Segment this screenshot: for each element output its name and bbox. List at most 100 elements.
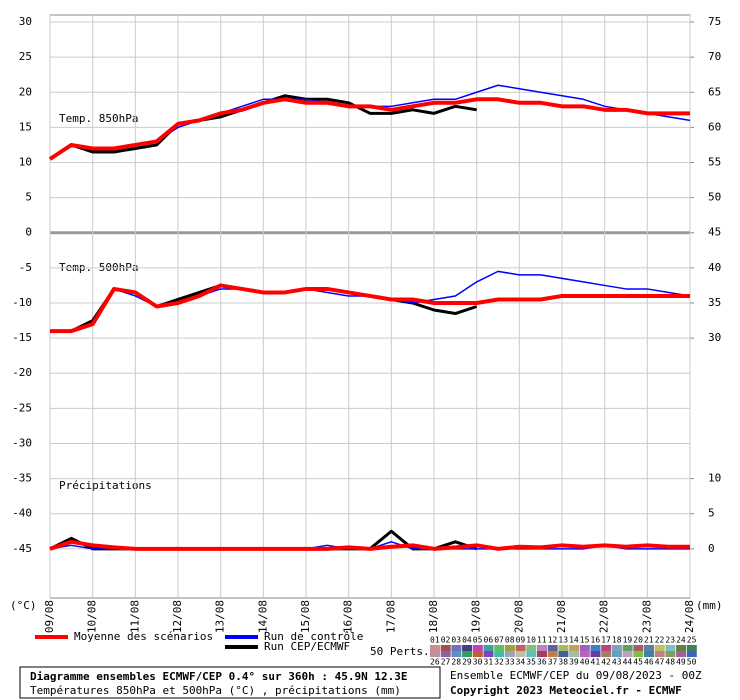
perturbation-swatch <box>611 651 622 657</box>
perturbation-swatch <box>686 651 697 657</box>
perturbation-label: 33 <box>505 658 515 667</box>
perturbation-swatch <box>483 645 494 651</box>
perturbation-label: 35 <box>526 658 536 667</box>
perturbation-label: 16 <box>591 636 601 645</box>
x-tick-label: 09/08 <box>43 600 56 633</box>
panel-label: Précipitations <box>59 479 152 492</box>
perturbation-swatch <box>462 645 473 651</box>
y-tick-label: -40 <box>12 507 32 520</box>
y2-tick-label: 35 <box>708 296 721 309</box>
x-tick-label: 16/08 <box>342 600 355 633</box>
perturbation-swatch <box>547 651 558 657</box>
legend-label: Moyenne des scénarios <box>74 630 213 643</box>
y2-tick-label: 5 <box>708 507 715 520</box>
subtitle: Températures 850hPa et 500hPa (°C) , pré… <box>30 684 401 697</box>
perturbation-label: 01 <box>430 636 440 645</box>
perturbation-swatch <box>472 645 483 651</box>
perturbation-swatch <box>451 651 462 657</box>
perturbation-label: 04 <box>462 636 472 645</box>
perturbation-swatch <box>440 651 451 657</box>
perturbation-label: 42 <box>601 658 611 667</box>
perturbation-swatch <box>644 651 654 657</box>
perturbation-swatch <box>472 651 483 657</box>
perturbation-swatch <box>537 645 547 651</box>
perturbation-label: 21 <box>644 636 654 645</box>
perturbation-label: 29 <box>462 658 472 667</box>
copyright: Copyright 2023 Meteociel.fr - ECMWF <box>450 684 682 697</box>
y-tick-label: -35 <box>12 472 32 485</box>
perturbation-label: 22 <box>655 636 665 645</box>
perturbation-swatch <box>686 645 697 651</box>
perturbation-label: 09 <box>516 636 526 645</box>
x-tick-label: 14/08 <box>256 600 269 633</box>
series-line <box>50 283 690 334</box>
y2-tick-label: 30 <box>708 331 721 344</box>
perturbation-swatch <box>622 651 633 657</box>
perturbation-swatch <box>526 651 537 657</box>
legend-label: Run CEP/ECMWF <box>264 640 350 653</box>
perturbation-swatch <box>665 651 676 657</box>
y2-tick-label: 45 <box>708 226 721 239</box>
perturbation-label: 28 <box>451 658 461 667</box>
perturbation-swatch <box>515 645 526 651</box>
y-tick-label: -30 <box>12 436 32 449</box>
perturbation-label: 31 <box>484 658 494 667</box>
perturbation-swatch <box>558 651 569 657</box>
title-box <box>19 666 441 699</box>
y-tick-label: -15 <box>12 331 32 344</box>
perturbation-label: 15 <box>580 636 590 645</box>
perturbation-label: 06 <box>484 636 494 645</box>
perturbation-swatch <box>601 645 612 651</box>
perturbation-swatch <box>590 645 601 651</box>
perturbation-label: 41 <box>591 658 601 667</box>
legend-label: Run de contrôle <box>264 630 363 643</box>
perturbation-swatch <box>622 645 633 651</box>
perturbation-label: 27 <box>441 658 451 667</box>
perturbation-swatch <box>633 651 644 657</box>
perturbation-label: 36 <box>537 658 547 667</box>
perturbation-swatch <box>611 645 622 651</box>
perturbation-label: 26 <box>430 658 440 667</box>
perturbation-label: 44 <box>623 658 633 667</box>
perturbation-swatch <box>569 651 580 657</box>
perturbation-swatch <box>644 645 654 651</box>
perturbation-swatch <box>665 645 676 651</box>
y2-tick-label: 55 <box>708 156 721 169</box>
perturbation-label: 43 <box>612 658 622 667</box>
x-tick-label: 17/08 <box>384 600 397 633</box>
y-tick-label: 5 <box>25 191 32 204</box>
x-tick-label: 15/08 <box>299 600 312 633</box>
perturbation-label: 14 <box>569 636 579 645</box>
perturbation-label: 11 <box>537 636 547 645</box>
x-tick-label: 21/08 <box>555 600 568 633</box>
perturbation-label: 46 <box>644 658 654 667</box>
y-tick-label: -45 <box>12 542 32 555</box>
perturbation-swatch <box>558 645 569 651</box>
perturbation-label: 10 <box>526 636 536 645</box>
perturbation-label: 47 <box>655 658 665 667</box>
perturbation-label: 25 <box>687 636 697 645</box>
perturbation-swatch <box>547 645 558 651</box>
perturbation-label: 18 <box>612 636 622 645</box>
perturbation-swatch <box>579 645 590 651</box>
y2-tick-label: 0 <box>708 542 715 555</box>
perturbation-label: 12 <box>548 636 558 645</box>
y2-tick-label: 40 <box>708 261 721 274</box>
perturbation-swatch <box>579 651 590 657</box>
y-unit: (°C) <box>10 599 37 612</box>
perturbation-swatch <box>569 645 580 651</box>
perturbation-swatch <box>440 645 451 651</box>
perturbation-label: 39 <box>569 658 579 667</box>
series-line <box>48 97 690 161</box>
y2-tick-label: 75 <box>708 15 721 28</box>
x-tick-label: 23/08 <box>640 600 653 633</box>
y-tick-label: -5 <box>19 261 32 274</box>
y-tick-label: 0 <box>25 226 32 239</box>
perturbation-swatch <box>601 651 612 657</box>
perturbation-label: 30 <box>473 658 483 667</box>
y-tick-label: -20 <box>12 366 32 379</box>
perturbation-swatch <box>430 651 440 657</box>
perturbation-label: 07 <box>494 636 504 645</box>
perturbation-swatch <box>451 645 462 651</box>
perturbation-swatch <box>676 645 687 651</box>
